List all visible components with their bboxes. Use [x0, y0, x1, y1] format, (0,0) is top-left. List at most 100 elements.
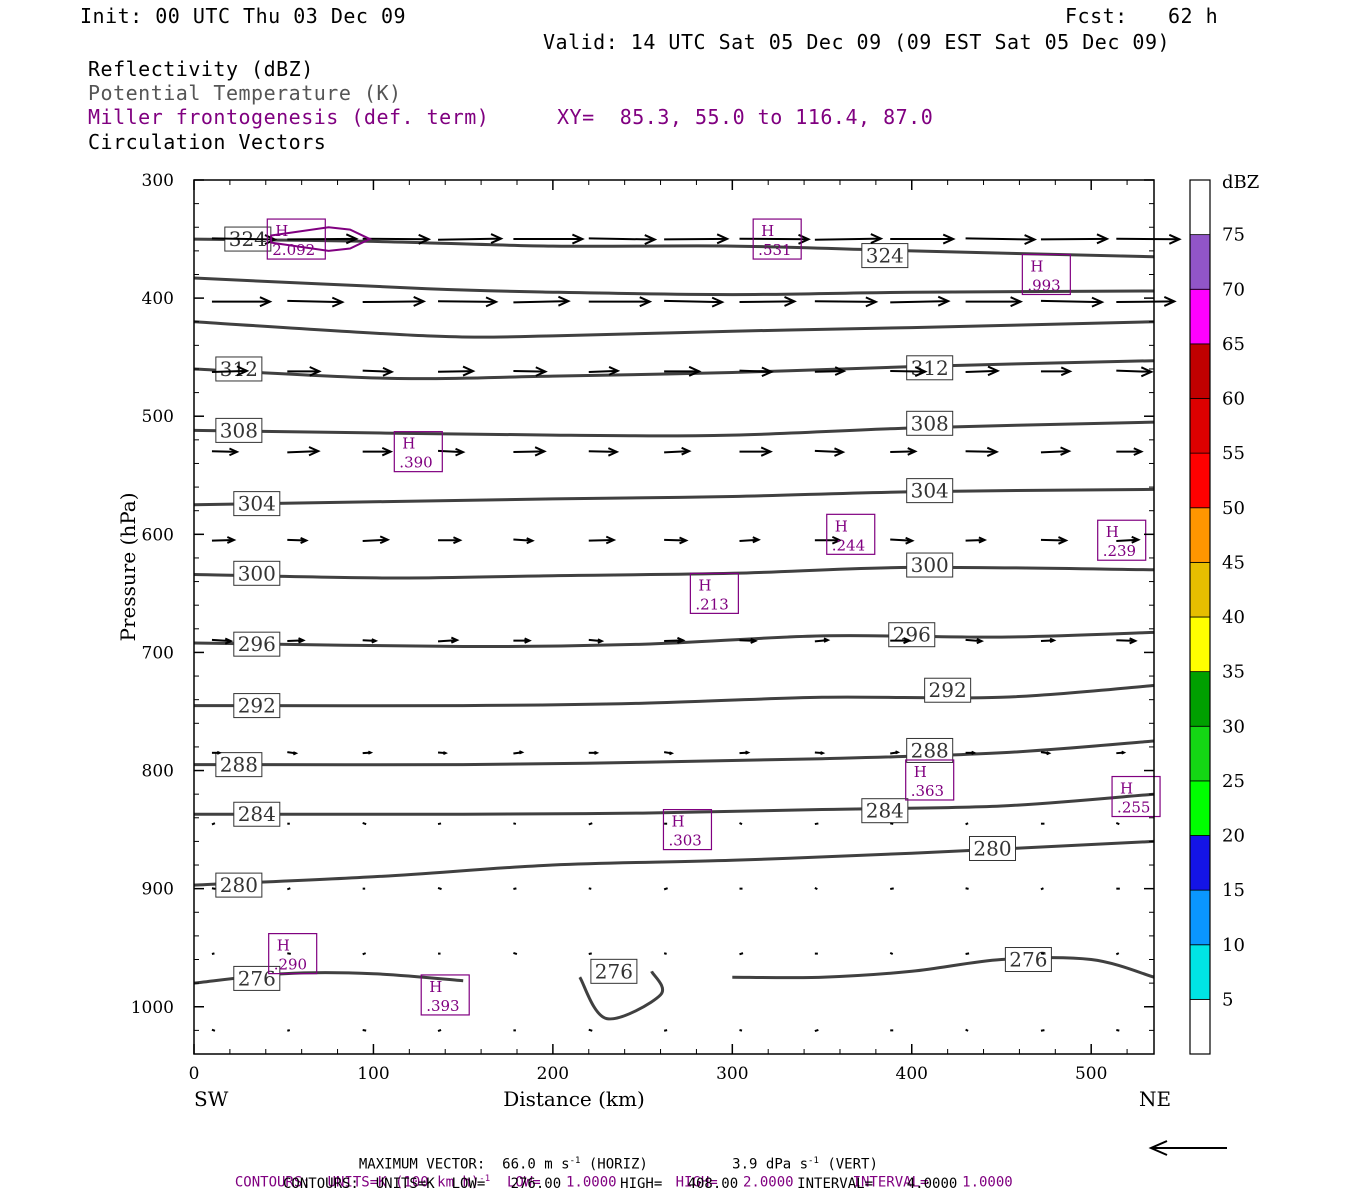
vector-arrow: [739, 446, 773, 457]
footer-max-vector: MAXIMUM VECTOR: 66.0 m s-1 (HORIZ) 3.9 d…: [358, 1156, 878, 1173]
vector-shaft: [965, 887, 969, 890]
x-tick-label: 500: [1075, 1064, 1107, 1084]
vector-shaft: [1116, 369, 1152, 373]
vector-arrow: [965, 952, 970, 955]
vector-head: [455, 447, 466, 457]
frontogenesis-box: [1097, 519, 1147, 561]
x-tick-label: 100: [357, 1064, 389, 1084]
frontogenesis-value: .303: [668, 832, 701, 850]
frontogenesis-box: [689, 572, 739, 614]
y-tick-label: 700: [142, 643, 174, 663]
vector-arrow: [739, 1029, 743, 1032]
vector-arrow: [1040, 233, 1110, 245]
vector-shaft: [287, 1029, 291, 1032]
vector-arrow: [814, 887, 818, 891]
vector-shaft: [664, 299, 723, 304]
theta-label-box: [233, 560, 281, 586]
vector-shaft: [588, 822, 593, 826]
vector-head: [605, 535, 617, 545]
vector-shaft: [1040, 450, 1069, 454]
vector-shaft: [588, 952, 592, 955]
vector-shaft: [211, 952, 215, 955]
scale-arrow: [1148, 1140, 1227, 1156]
vector-arrow: [814, 447, 846, 457]
vector-arrow: [1116, 1029, 1120, 1032]
colorbar-segment: [1189, 452, 1211, 509]
vector-shaft: [1040, 887, 1044, 891]
frontogenesis-max: H.255: [1111, 775, 1161, 818]
footer-contours-frontogenesis: CONTOURS: UNITS=K (100 km h)-1 LOW= 1.00…: [234, 1174, 1013, 1191]
vector-head: [453, 536, 463, 545]
vector-arrow: [588, 952, 592, 955]
vector-arrow: [890, 750, 901, 755]
vector-head: [264, 234, 278, 245]
theta-line-288: [193, 739, 1155, 767]
frontogenesis-value: 2.092: [272, 241, 315, 259]
vector-shaft: [663, 887, 668, 891]
colorbar-label: 15: [1222, 880, 1245, 901]
vector-shaft: [513, 887, 517, 890]
vector-head: [413, 295, 427, 307]
vector-arrow: [965, 446, 1000, 457]
vector-arrow: [588, 535, 617, 545]
vector-head: [608, 366, 621, 376]
vector-shaft: [1115, 822, 1120, 826]
vector-head: [798, 233, 811, 245]
vector-shaft: [890, 300, 949, 304]
vector-shaft: [739, 300, 795, 304]
vector-arrow: [287, 751, 299, 756]
theta-label: 312: [220, 357, 258, 381]
theta-label-box: [233, 631, 281, 657]
vector-arrow: [814, 1028, 819, 1033]
colorbar-segment: [1189, 179, 1211, 236]
colorbar-label: 70: [1222, 279, 1245, 300]
vector-shaft: [814, 237, 881, 241]
vector-shaft: [1115, 952, 1120, 956]
field-miller: Miller frontogenesis (def. term): [88, 105, 490, 129]
vector-arrow: [664, 365, 702, 377]
vector-head: [942, 233, 956, 245]
frontogenesis-value: .255: [1117, 799, 1150, 817]
vector-shaft: [362, 237, 429, 241]
vector-shaft: [814, 370, 844, 373]
colorbar-segment: [1189, 944, 1211, 1000]
vector-shaft: [588, 538, 614, 542]
colorbar-label: 10: [1222, 935, 1245, 956]
vector-shaft: [437, 1028, 442, 1033]
vector-head: [308, 446, 321, 457]
y-tick-label: 500: [142, 407, 174, 427]
theta-label-box: [215, 872, 263, 898]
theta-line-312: [193, 359, 1155, 381]
y-tick-label: 800: [142, 762, 174, 782]
vector-arrow: [1116, 750, 1127, 755]
frontogenesis-value: .531: [758, 241, 791, 259]
frontogenesis-max: H.393: [420, 974, 470, 1016]
vector-head: [716, 233, 730, 245]
vector-head: [490, 233, 504, 244]
colorbar-label: 20: [1222, 826, 1245, 847]
vector-head: [534, 446, 547, 457]
theta-label: 280: [973, 836, 1011, 860]
vector-shaft: [211, 887, 216, 890]
vector-head: [1131, 535, 1141, 544]
colorbar-label: 40: [1222, 607, 1245, 628]
frontogenesis-h: H: [429, 978, 442, 996]
vector-arrow: [362, 638, 379, 644]
vector-head: [1091, 296, 1105, 308]
vector-arrow: [211, 234, 278, 245]
theta-label: 300: [238, 561, 276, 585]
theta-label-box: [233, 801, 281, 827]
colorbar-segment: [1189, 725, 1211, 782]
vector-arrow: [663, 952, 667, 955]
vector-arrow: [739, 637, 758, 644]
colorbar-segment: [1189, 507, 1211, 563]
vector-arrow: [588, 234, 658, 245]
vector-shaft: [362, 369, 392, 373]
vector-arrow: [890, 295, 951, 307]
vector-shaft: [438, 237, 502, 241]
vector-arrow: [814, 296, 879, 308]
vector-arrow: [362, 822, 367, 826]
max-vector-value: MAXIMUM VECTOR: 66.0 m s: [358, 1156, 570, 1173]
colorbar-segment: [1189, 889, 1211, 946]
vector-head: [1024, 234, 1038, 245]
